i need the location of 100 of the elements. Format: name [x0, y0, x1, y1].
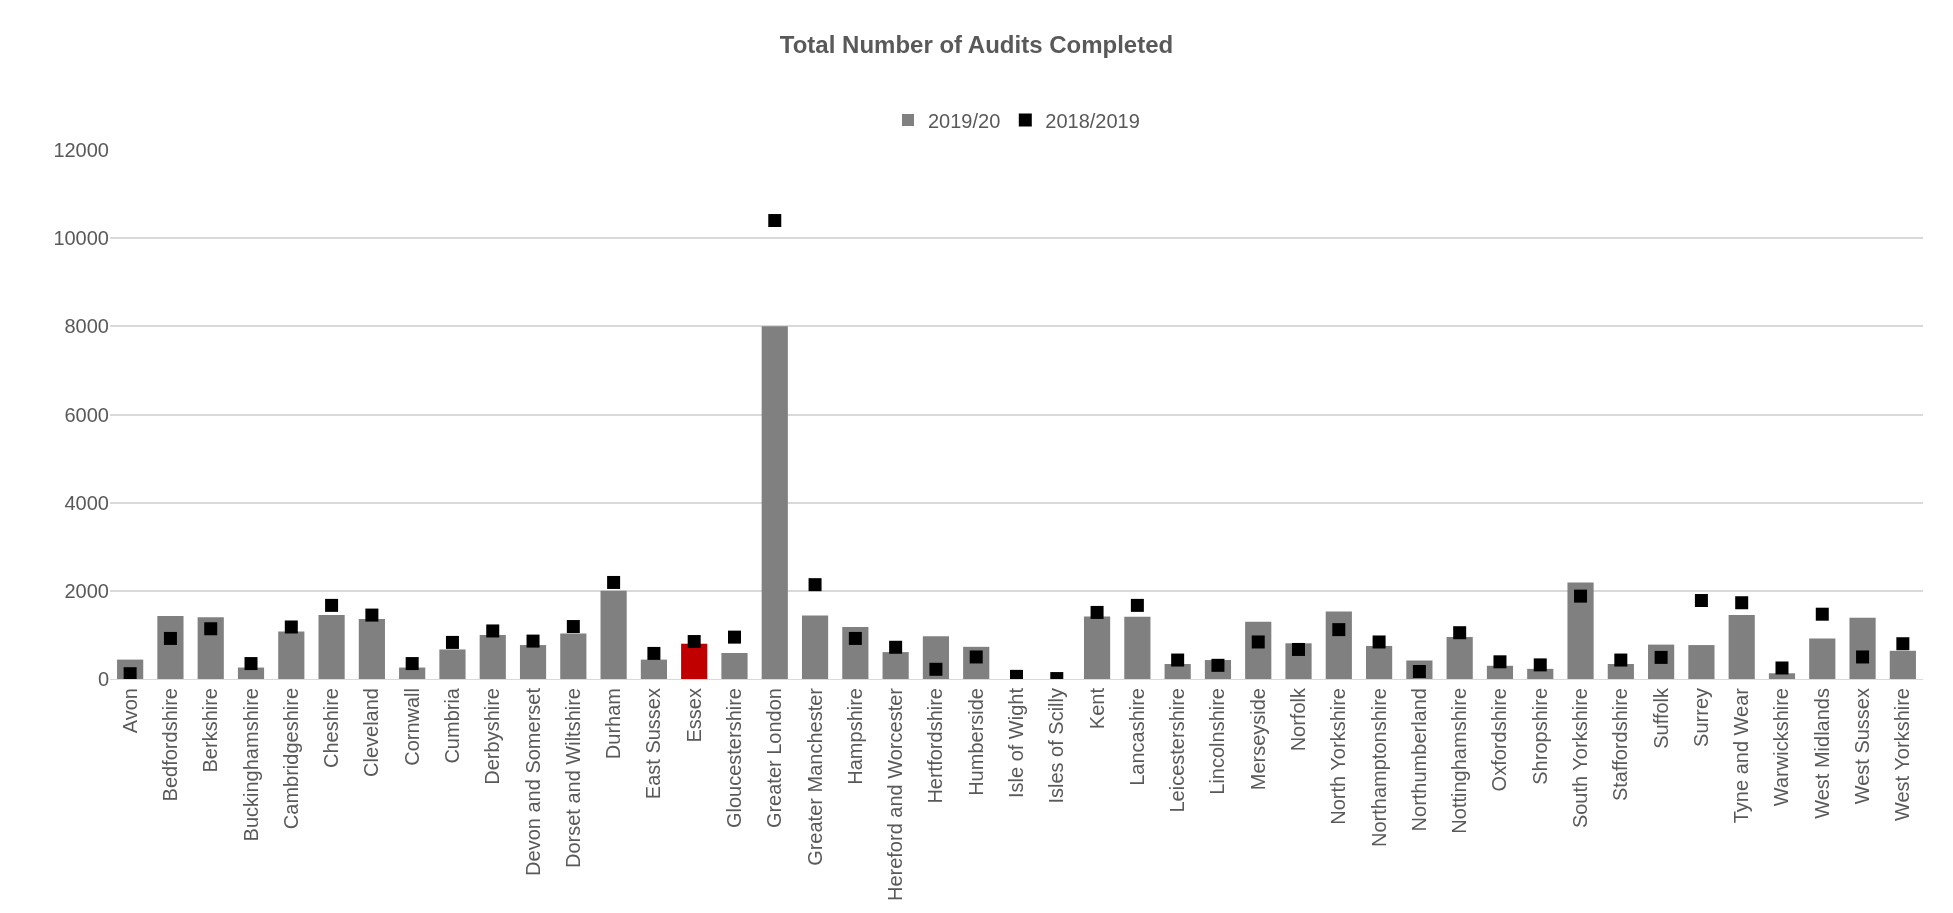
x-tick-label: Suffolk	[1649, 687, 1672, 749]
x-tick-label: Tyne and Wear	[1730, 687, 1753, 824]
bar	[519, 645, 547, 679]
x-tick-label: West Yorkshire	[1891, 688, 1914, 822]
bar	[358, 619, 385, 679]
x-tick-label: Northamptonshire	[1367, 688, 1390, 847]
point	[204, 622, 218, 636]
x-tick-label: Isle of Wight	[1005, 687, 1027, 799]
bar	[1325, 611, 1352, 679]
point	[1251, 635, 1265, 649]
x-tick-label: Lincolnshire	[1206, 688, 1229, 795]
point	[445, 635, 459, 649]
bar	[1446, 637, 1473, 679]
bar	[278, 631, 305, 679]
y-tick-label: 0	[97, 668, 109, 690]
bar	[1486, 665, 1514, 679]
x-tick-label: Durham	[602, 688, 625, 760]
bar	[681, 643, 708, 679]
bar	[600, 590, 627, 679]
point	[284, 620, 298, 634]
x-tick-label: Oxfordshire	[1488, 688, 1511, 792]
x-tick-label: Hereford and Worcester	[884, 687, 907, 902]
point	[1694, 594, 1708, 608]
point	[889, 640, 903, 654]
legend-label: 2019/20	[928, 109, 1001, 132]
bar	[479, 634, 506, 679]
y-tick-label: 2000	[64, 579, 109, 602]
point	[163, 631, 177, 645]
point	[1574, 589, 1588, 603]
legend-label: 2018/2019	[1045, 109, 1140, 132]
bar	[801, 615, 829, 679]
x-tick-label: Humberside	[964, 688, 987, 796]
x-tick-label: Gloucestershire	[722, 688, 745, 829]
x-tick-label: Devon and Somerset	[521, 687, 544, 876]
point	[325, 598, 339, 612]
x-tick-label: Surrey	[1689, 688, 1712, 747]
x-tick-label: Greater Manchester	[803, 687, 826, 866]
point	[1614, 653, 1628, 667]
bar	[1768, 673, 1796, 679]
y-tick-label: 6000	[64, 403, 109, 426]
bar	[1366, 645, 1393, 679]
bar	[318, 615, 345, 679]
x-tick-label: South Yorkshire	[1569, 688, 1592, 829]
point	[1493, 655, 1507, 669]
y-tick-label: 4000	[64, 491, 109, 514]
point	[1090, 605, 1104, 619]
y-tick-label: 12000	[53, 139, 109, 161]
x-tick-label: Greater London	[763, 688, 786, 829]
bar	[157, 615, 184, 679]
point	[1372, 635, 1386, 649]
x-tick-label: Essex	[682, 688, 705, 743]
point	[1171, 653, 1185, 667]
point	[1735, 596, 1749, 610]
x-tick-label: West Midlands	[1810, 688, 1833, 819]
x-tick-label: Nottinghamshire	[1448, 688, 1471, 834]
x-tick-label: Cambridgeshire	[279, 688, 302, 830]
bar	[761, 326, 788, 679]
point	[929, 662, 943, 676]
x-tick-label: Cheshire	[320, 688, 343, 769]
x-tick-label: Warwickshire	[1770, 688, 1793, 807]
bar	[1124, 616, 1151, 679]
point	[1332, 623, 1346, 637]
x-tick-label: Staffordshire	[1609, 688, 1632, 802]
point	[727, 630, 741, 644]
x-tick-label: Norfolk	[1287, 687, 1310, 752]
x-tick-label: Dorset and Wiltshire	[561, 688, 584, 869]
bar	[1809, 638, 1836, 679]
x-tick-label: Berkshire	[199, 688, 222, 773]
point	[486, 624, 500, 638]
bar	[721, 652, 748, 679]
point	[1856, 650, 1870, 664]
point	[808, 578, 822, 592]
point	[1775, 661, 1789, 675]
point	[1453, 626, 1467, 640]
bar	[197, 617, 224, 679]
x-tick-label: Shropshire	[1528, 688, 1551, 785]
x-tick-label: Derbyshire	[481, 688, 504, 785]
x-tick-label: Kent	[1085, 687, 1108, 730]
point	[607, 575, 621, 589]
point	[1533, 658, 1547, 672]
x-tick-label: North Yorkshire	[1327, 688, 1350, 825]
x-tick-label: Hertfordshire	[924, 688, 947, 804]
x-tick-label: Bedfordshire	[158, 688, 181, 802]
point	[1292, 642, 1306, 656]
bar	[640, 659, 667, 679]
x-tick-label: Isles of Scilly	[1045, 688, 1068, 804]
bar	[1567, 582, 1594, 679]
x-tick-label: Cleveland	[360, 688, 383, 777]
point	[526, 634, 540, 648]
point	[768, 214, 782, 228]
x-tick-label: Cornwall	[400, 688, 423, 766]
bar	[1728, 615, 1755, 679]
bar	[439, 649, 466, 679]
x-tick-label: Cumbria	[440, 687, 463, 764]
point	[365, 608, 379, 622]
x-tick-label: Buckinghamshire	[239, 688, 262, 842]
x-tick-label: West Sussex	[1851, 688, 1874, 805]
x-tick-label: East Sussex	[642, 688, 665, 800]
chart-title: Total Number of Audits Completed	[779, 31, 1174, 59]
bar	[1889, 650, 1916, 679]
